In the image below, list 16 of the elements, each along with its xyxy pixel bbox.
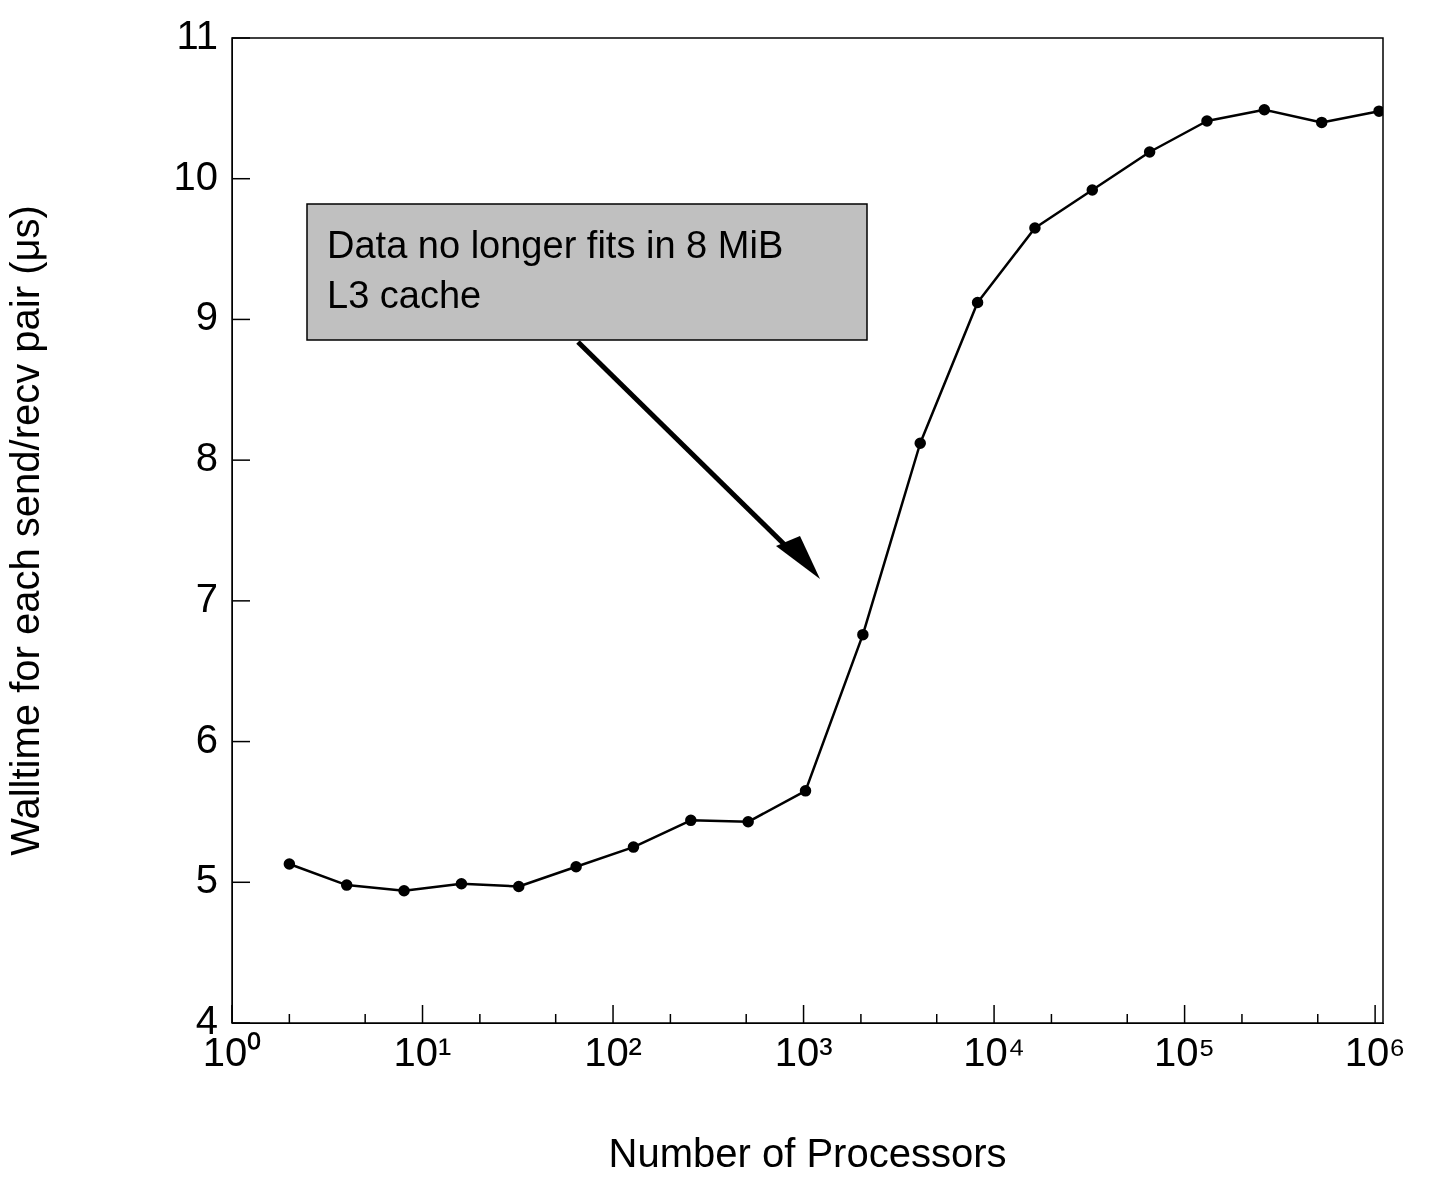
- x-axis-title: Number of Processors: [608, 1131, 1007, 1176]
- x-tick-label: 10⁴: [963, 1030, 1025, 1075]
- y-tick-label: 6: [195, 716, 218, 761]
- x-tick-label: 10²: [584, 1030, 642, 1075]
- y-tick-label: 9: [195, 294, 218, 339]
- x-tick-label: 10¹: [393, 1030, 452, 1075]
- x-tick-label: 10³: [774, 1030, 833, 1075]
- x-tick-label: 10⁶: [1344, 1030, 1406, 1075]
- y-axis-title: Walltime for each send/recv pair (μs): [3, 205, 48, 856]
- annotation: Data no longer fits in 8 MiB L3 cache: [327, 224, 784, 316]
- y-tick-label: 11: [176, 13, 218, 58]
- x-tick-label: 10⁵: [1154, 1030, 1216, 1075]
- y-tick-label: 10: [173, 153, 218, 198]
- y-tick-label: 7: [195, 575, 218, 620]
- y-tick-label: 5: [195, 857, 218, 902]
- y-tick-label: 8: [195, 435, 218, 480]
